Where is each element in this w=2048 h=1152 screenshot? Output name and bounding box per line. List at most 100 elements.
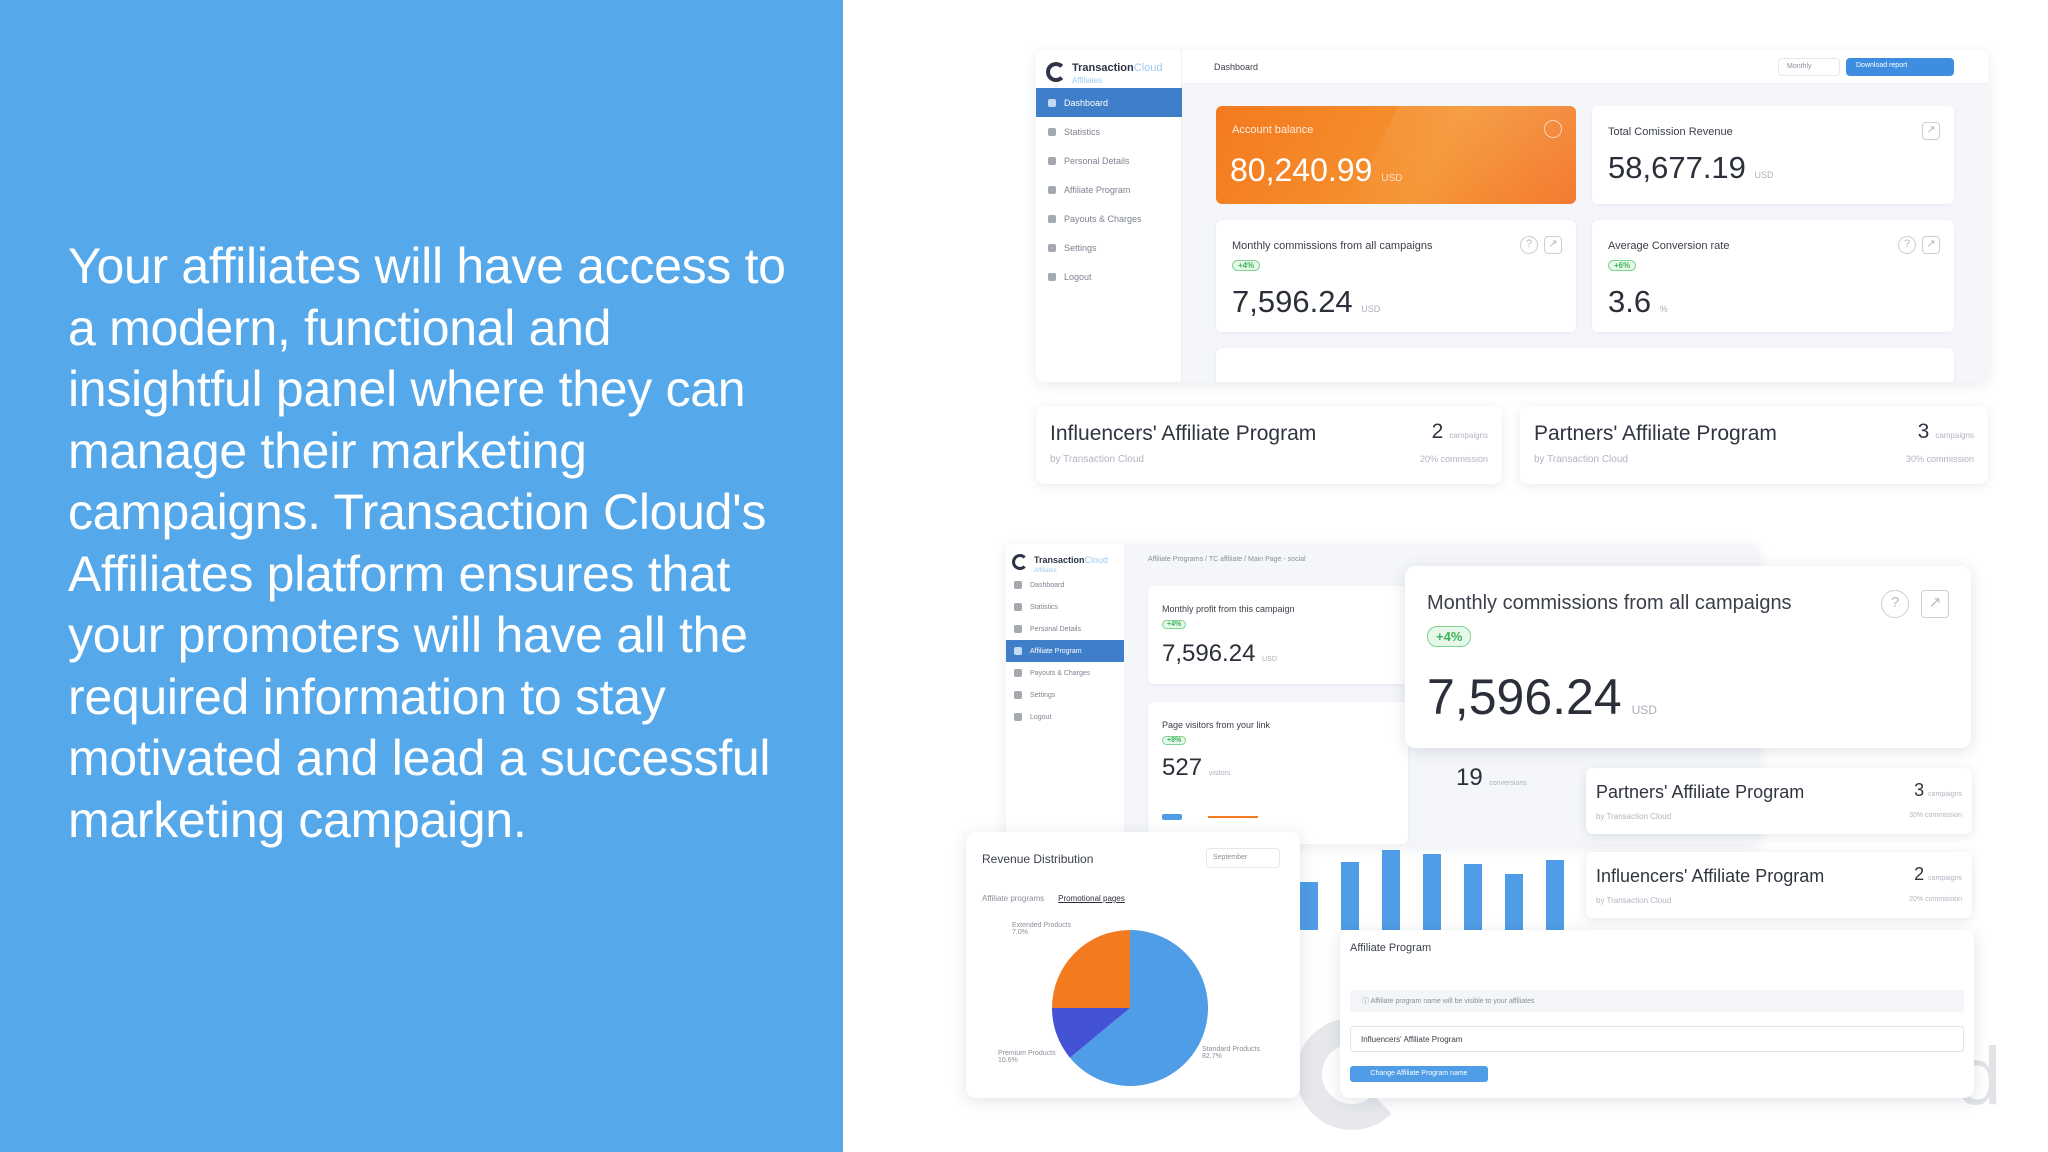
- monthly-commissions-zoom-card: Monthly commissions from all campaigns +…: [1405, 566, 1971, 748]
- sidebar-item-dashboard[interactable]: Dashboard: [1036, 88, 1182, 117]
- program-campaign-count: 2 campaigns: [1914, 864, 1962, 884]
- pie-chart: [1052, 930, 1208, 1086]
- program-campaign-count: 3 campaigns: [1914, 780, 1962, 800]
- pie-slice-standard: [1069, 930, 1208, 1086]
- logout-icon: [1014, 713, 1022, 721]
- growth-badge: +8%: [1162, 736, 1187, 745]
- help-icon[interactable]: ?: [1520, 236, 1538, 254]
- sidebar-item-settings[interactable]: Settings: [1006, 684, 1124, 706]
- pie-slice-premium: [1052, 930, 1130, 1008]
- monthly-commissions-label: Monthly commissions from all campaigns: [1427, 592, 1792, 614]
- expand-icon[interactable]: ↗: [1544, 236, 1562, 254]
- revenue-distribution-card: Revenue Distribution September Affiliate…: [966, 832, 1300, 1098]
- logo-sub: Affiliates: [1034, 568, 1057, 574]
- sidebar-item-statistics[interactable]: Statistics: [1006, 596, 1124, 618]
- program-campaign-count: 2 campaigns: [1431, 420, 1488, 443]
- bar: [1464, 864, 1482, 930]
- monthly-profit-label: Monthly profit from this campaign: [1162, 604, 1295, 614]
- network-icon: [1048, 185, 1056, 194]
- month-select[interactable]: September: [1206, 848, 1280, 868]
- program-owner: by Transaction Cloud: [1534, 454, 1628, 465]
- sidebar-item-personal-details[interactable]: Personal Details: [1006, 618, 1124, 640]
- program-owner: by Transaction Cloud: [1596, 896, 1672, 905]
- account-balance-label: Account balance: [1232, 124, 1314, 136]
- revenue-tabs: Affiliate programs Promotional pages: [982, 894, 1125, 903]
- logo: TransactionCloud Affiliates: [1012, 550, 1108, 574]
- expand-icon[interactable]: ↗: [1922, 236, 1940, 254]
- program-commission: 20% commission: [1419, 454, 1488, 464]
- legend-bar-swatch: [1162, 814, 1182, 820]
- user-icon: [1048, 156, 1056, 165]
- program-card-partners[interactable]: Partners' Affiliate Program by Transacti…: [1586, 768, 1972, 834]
- bar: [1300, 882, 1318, 930]
- program-card-partners[interactable]: Partners' Affiliate Program by Transacti…: [1520, 406, 1988, 484]
- statistics-icon: [1014, 603, 1022, 611]
- legend-standard: Standard Products 82.7%: [1202, 1046, 1260, 1060]
- dashboard-card-partial: [1216, 348, 1954, 382]
- program-name: Influencers' Affiliate Program: [1596, 866, 1825, 886]
- growth-badge: +4%: [1427, 626, 1472, 647]
- total-commission-value: 58,677.19 USD: [1608, 150, 1774, 185]
- pie-slice-extended: [1052, 1008, 1130, 1058]
- page-title: Dashboard: [1214, 62, 1259, 72]
- expand-icon[interactable]: ↗: [1921, 590, 1949, 618]
- monthly-commissions-value: 7,596.24 USD: [1232, 284, 1381, 319]
- program-name-input[interactable]: Influencers' Affiliate Program: [1350, 1026, 1964, 1052]
- program-name: Partners' Affiliate Program: [1596, 782, 1805, 802]
- logo-icon: [1046, 61, 1066, 82]
- download-report-button[interactable]: Download report: [1846, 58, 1954, 76]
- breadcrumb[interactable]: Affiliate Programs / TC affiliate / Main…: [1148, 556, 1306, 563]
- tab-affiliate-programs[interactable]: Affiliate programs: [982, 894, 1045, 903]
- growth-badge: +4%: [1232, 260, 1261, 271]
- sidebar-item-statistics[interactable]: Statistics: [1036, 117, 1182, 146]
- program-name: Influencers' Affiliate Program: [1050, 422, 1317, 445]
- conversions-value: 19 conversions: [1456, 764, 1527, 791]
- page-visitors-card: Page visitors from your link +8% 527 vis…: [1148, 702, 1408, 844]
- account-balance-value: 80,240.99 USD: [1230, 152, 1403, 188]
- program-card-influencers[interactable]: Influencers' Affiliate Program by Transa…: [1586, 852, 1972, 918]
- program-commission: 30% commission: [1909, 812, 1962, 819]
- gear-icon: [1048, 243, 1056, 252]
- expand-icon[interactable]: ↗: [1922, 122, 1940, 140]
- bar: [1341, 862, 1359, 930]
- page-visitors-value: 527 visitors: [1162, 754, 1231, 781]
- info-icon: [1544, 120, 1562, 138]
- legend-line-swatch: [1208, 816, 1258, 818]
- sidebar-nav: Dashboard Statistics Personal Details Af…: [1036, 88, 1182, 291]
- logo-sub: Affiliates: [1072, 76, 1103, 85]
- sidebar-item-settings[interactable]: Settings: [1036, 233, 1182, 262]
- total-commission-card: Total Comission Revenue ↗ 58,677.19 USD: [1592, 106, 1954, 204]
- sidebar-item-personal-details[interactable]: Personal Details: [1036, 146, 1182, 175]
- info-icon: ⓘ: [1362, 998, 1371, 1005]
- program-card-influencers[interactable]: Influencers' Affiliate Program by Transa…: [1036, 406, 1502, 484]
- revenue-title: Revenue Distribution: [982, 852, 1094, 866]
- sidebar-item-affiliate-program[interactable]: Affiliate Program: [1006, 640, 1124, 662]
- monthly-commissions-card: Monthly commissions from all campaigns +…: [1216, 220, 1576, 332]
- bar: [1505, 874, 1523, 930]
- program-campaign-count: 3 campaigns: [1917, 420, 1974, 443]
- top-bar: Dashboard Monthly Download report: [1182, 50, 1988, 84]
- total-commission-label: Total Comission Revenue: [1608, 126, 1733, 138]
- sidebar-item-dashboard[interactable]: Dashboard: [1006, 574, 1124, 596]
- wallet-icon: [1048, 214, 1056, 223]
- tab-promotional-pages[interactable]: Promotional pages: [1058, 894, 1125, 903]
- growth-badge: +6%: [1608, 260, 1637, 271]
- sidebar-item-logout[interactable]: Logout: [1036, 262, 1182, 291]
- period-select[interactable]: Monthly: [1778, 58, 1840, 76]
- program-name: Partners' Affiliate Program: [1534, 422, 1777, 445]
- bar: [1423, 854, 1441, 930]
- monthly-commissions-label: Monthly commissions from all campaigns: [1232, 240, 1433, 252]
- sidebar-item-logout[interactable]: Logout: [1006, 706, 1124, 728]
- sidebar: TransactionCloud Affiliates Dashboard St…: [1036, 50, 1182, 382]
- program-owner: by Transaction Cloud: [1050, 454, 1144, 465]
- logout-icon: [1048, 272, 1056, 281]
- sidebar-item-payouts[interactable]: Payouts & Charges: [1006, 662, 1124, 684]
- sidebar-nav: Dashboard Statistics Personal Details Af…: [1006, 574, 1124, 728]
- avg-conversion-label: Average Conversion rate: [1608, 240, 1730, 252]
- help-icon[interactable]: ?: [1881, 590, 1909, 618]
- help-icon[interactable]: ?: [1898, 236, 1916, 254]
- change-name-button[interactable]: Change Affiliate Program name: [1350, 1066, 1488, 1082]
- sidebar-item-payouts[interactable]: Payouts & Charges: [1036, 204, 1182, 233]
- sidebar-item-affiliate-program[interactable]: Affiliate Program: [1036, 175, 1182, 204]
- bar: [1382, 850, 1400, 930]
